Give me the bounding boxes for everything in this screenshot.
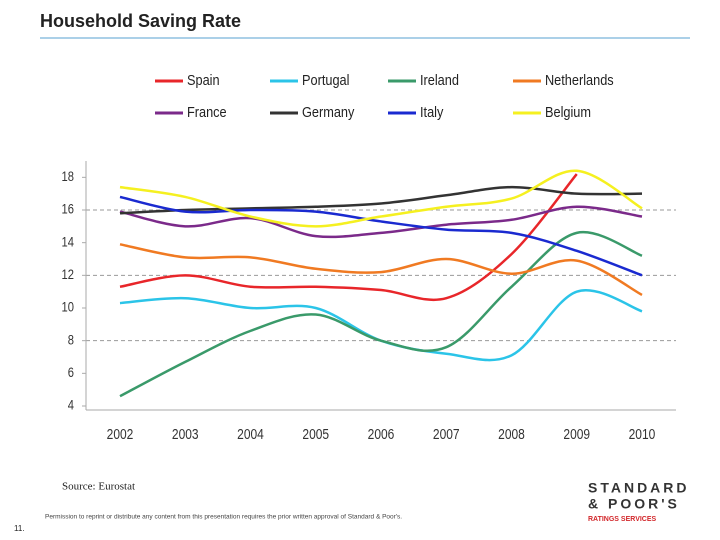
y-tick-label: 12 — [62, 267, 74, 282]
legend-label: Spain — [187, 71, 220, 88]
x-tick-label: 2004 — [237, 426, 264, 443]
x-tick-label: 2006 — [368, 426, 395, 443]
series-line — [119, 195, 643, 277]
page-number: 11. — [14, 524, 25, 533]
legend-label: Ireland — [420, 71, 459, 88]
logo-line: & POOR'S — [588, 496, 680, 512]
y-tick-label: 6 — [68, 365, 74, 380]
series-line — [119, 185, 643, 215]
chart: 4 6 8 10 12 14 16 18 2002 2003 2004 2005 2006 2007 200… — [62, 71, 676, 442]
legend-label: Belgium — [545, 103, 591, 120]
x-tick-label: 2009 — [563, 426, 590, 443]
legend-label: Portugal — [302, 71, 349, 88]
series-line — [119, 205, 643, 239]
y-tick-label: 4 — [68, 398, 74, 413]
legend-label: Italy — [420, 103, 443, 120]
y-tick-label: 10 — [62, 300, 74, 315]
x-tick-label: 2007 — [433, 426, 460, 443]
y-tick-label: 18 — [62, 169, 74, 184]
y-tick-label: 8 — [68, 332, 74, 347]
series-line — [119, 243, 643, 297]
series-line — [119, 289, 643, 362]
x-tick-label: 2008 — [498, 426, 525, 443]
series-line — [119, 169, 643, 228]
source-note: Source: Eurostat — [62, 481, 135, 493]
slide-title: Household Saving Rate — [40, 11, 241, 31]
permission-note: Permission to reprint or distribute any … — [45, 514, 402, 521]
x-tick-label: 2005 — [302, 426, 329, 443]
series-line — [119, 230, 643, 398]
x-tick-label: 2002 — [107, 426, 134, 443]
logo-line: STANDARD — [588, 480, 690, 496]
legend-label: Netherlands — [545, 71, 614, 88]
x-tick-label: 2010 — [629, 426, 656, 443]
logo-tagline: RATINGS SERVICES — [588, 516, 657, 523]
x-tick-label: 2003 — [172, 426, 199, 443]
y-tick-label: 16 — [62, 202, 74, 217]
legend-label: France — [187, 103, 227, 120]
legend-label: Germany — [302, 103, 354, 120]
y-tick-label: 14 — [62, 234, 74, 249]
series-line — [119, 173, 578, 302]
